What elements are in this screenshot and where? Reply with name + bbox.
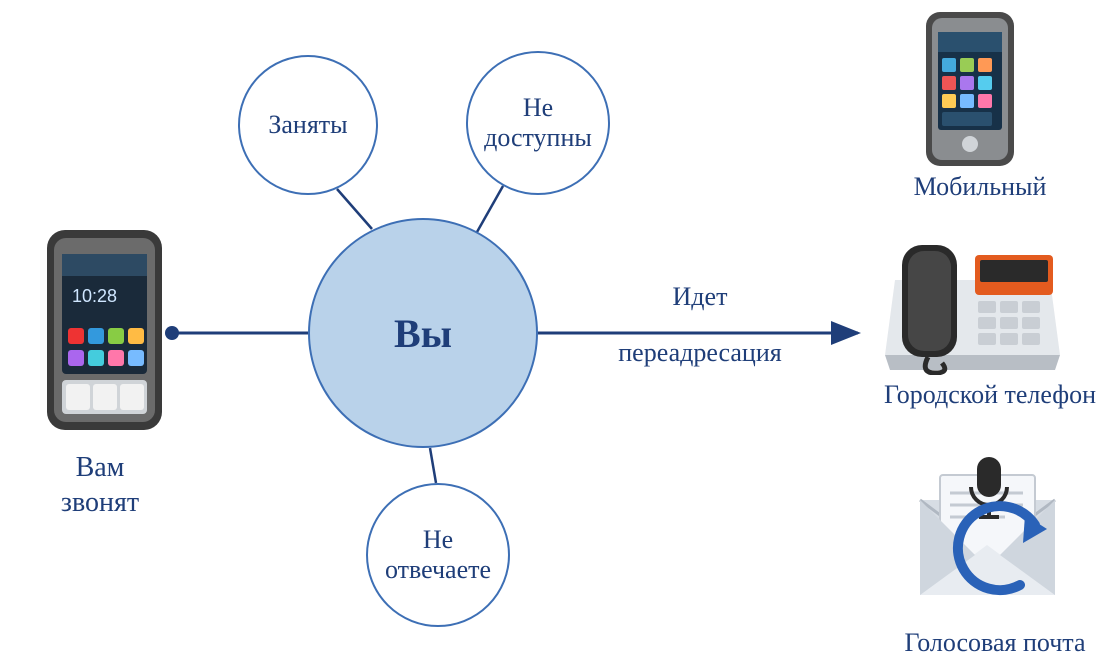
center-node: Вы xyxy=(308,218,538,448)
caller-phone-icon: 10:28 xyxy=(42,228,167,433)
voicemail-icon xyxy=(905,445,1070,615)
connector-noanswer xyxy=(430,448,436,483)
diagram-stage: { "canvas": { "width": 1100, "height": 6… xyxy=(0,0,1100,666)
connector-busy xyxy=(337,189,372,229)
caller-label: Вам звонят xyxy=(20,450,180,520)
connector-unavailable xyxy=(477,186,503,232)
incoming-dot xyxy=(165,326,179,340)
state-noanswer-label: Не отвечаете xyxy=(385,525,491,585)
state-unavailable: Не доступны xyxy=(466,51,610,195)
state-busy: Заняты xyxy=(238,55,378,195)
landline-label: Городской телефон xyxy=(860,380,1100,410)
voicemail-label: Голосовая почта xyxy=(870,628,1100,658)
state-busy-label: Заняты xyxy=(268,110,347,140)
forward-label-top: Идет xyxy=(600,282,800,312)
mobile-label: Мобильный xyxy=(880,172,1080,202)
svg-text:10:28: 10:28 xyxy=(72,286,117,306)
forward-label-bottom: переадресация xyxy=(585,338,815,368)
landline-phone-icon xyxy=(880,225,1065,375)
center-node-label: Вы xyxy=(394,310,452,357)
mobile-phone-icon xyxy=(920,10,1020,170)
state-unavailable-label: Не доступны xyxy=(484,93,592,153)
state-noanswer: Не отвечаете xyxy=(366,483,510,627)
